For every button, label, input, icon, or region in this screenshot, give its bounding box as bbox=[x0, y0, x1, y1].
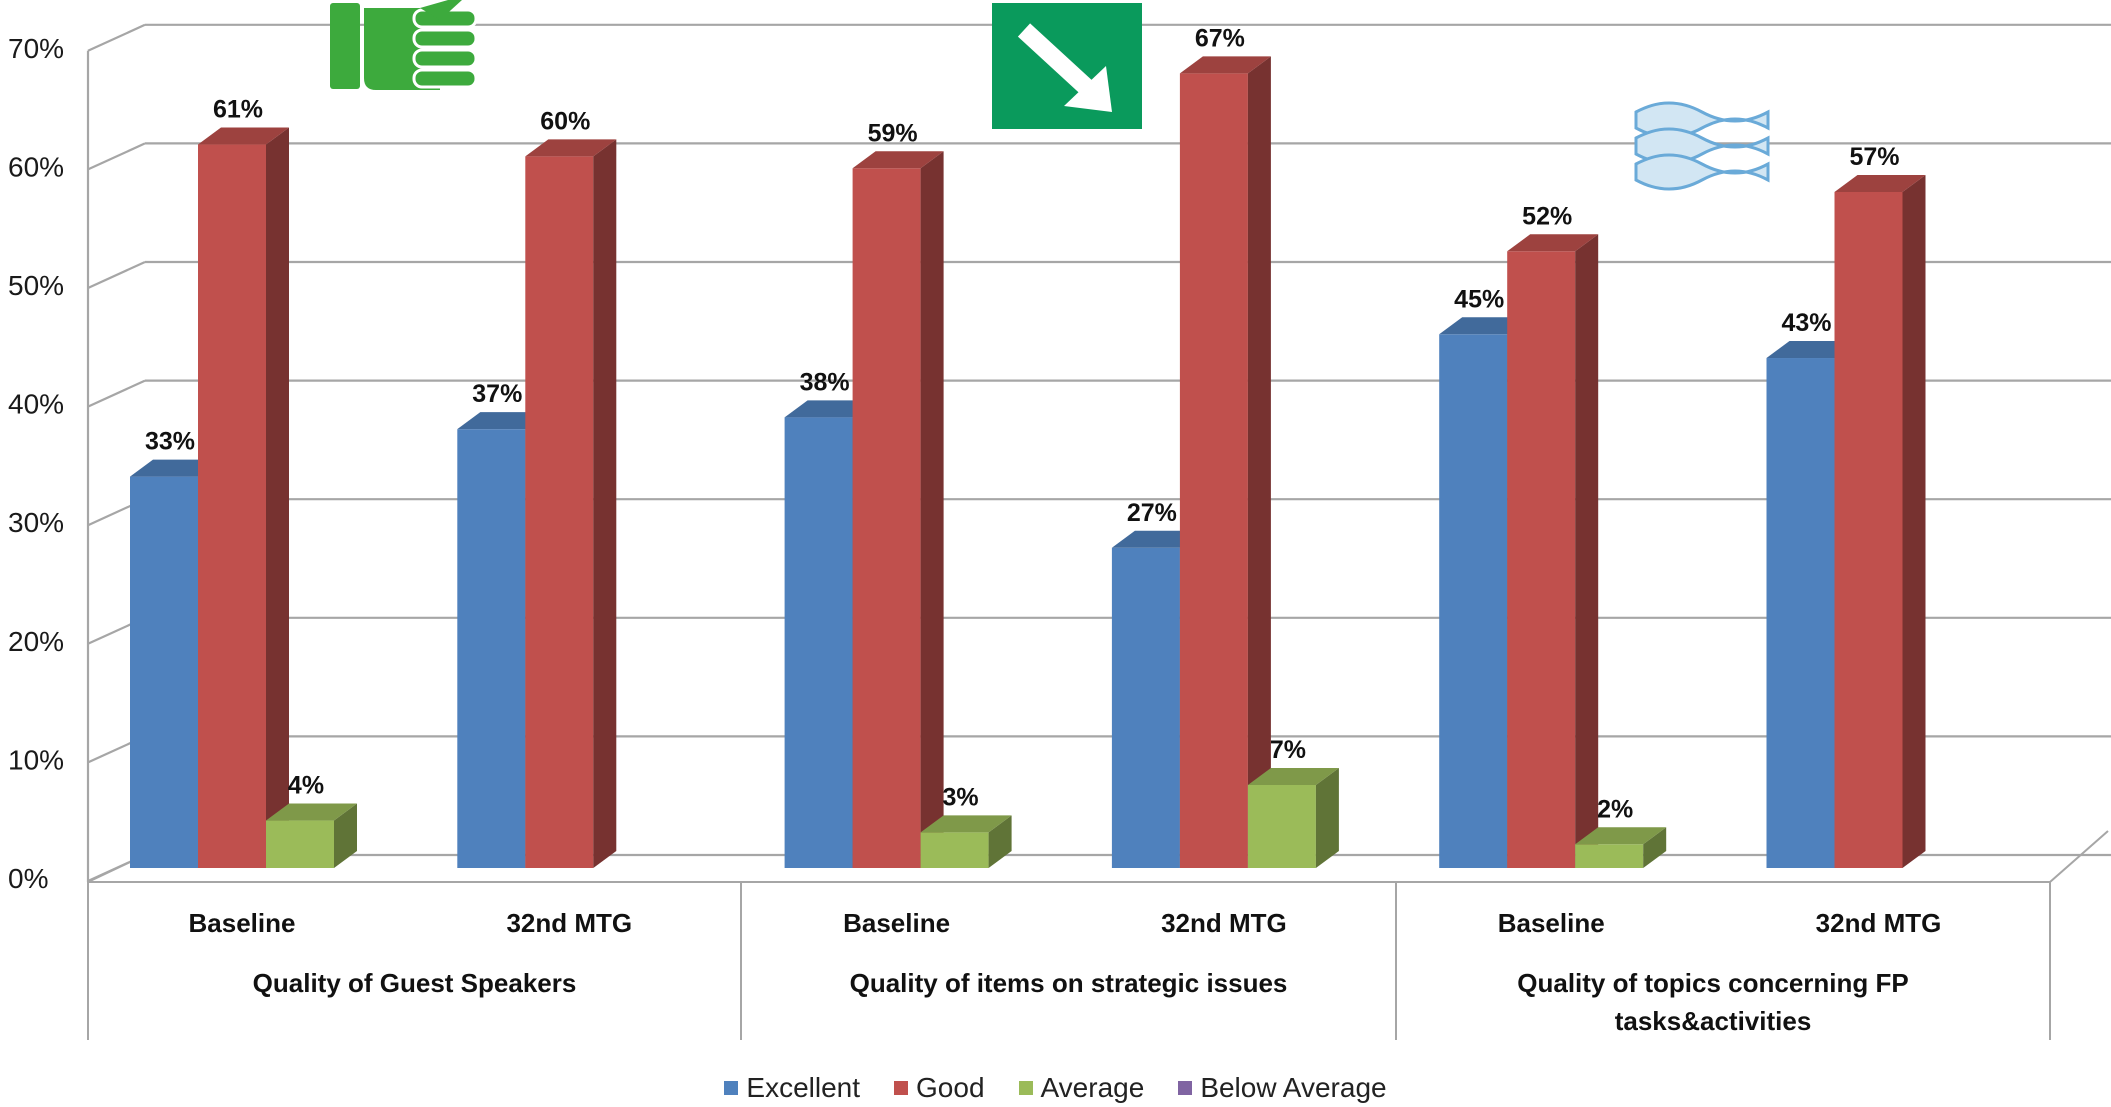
approximately-equal-icon bbox=[1634, 101, 1770, 191]
thumbs-up-icon bbox=[330, 0, 478, 90]
data-label: 33% bbox=[145, 428, 195, 456]
legend-label: Average bbox=[1040, 1072, 1145, 1103]
category-axis: Baseline 32nd MTG Baseline 32nd MTG Baseline… bbox=[87, 882, 2051, 1040]
legend-item: Excellent bbox=[724, 1072, 860, 1104]
gridline-side bbox=[87, 260, 146, 290]
bar-average bbox=[1575, 827, 1667, 868]
y-tick-label: 0% bbox=[8, 863, 48, 894]
y-axis-ticks: 0% 10% 20% 30% 40% 50% 60% 70% bbox=[8, 33, 64, 894]
legend-swatch bbox=[894, 1081, 909, 1095]
y-tick-label: 40% bbox=[8, 389, 64, 420]
category-label: 32nd MTG bbox=[1161, 908, 1287, 938]
data-label: 7% bbox=[1270, 736, 1306, 764]
legend-item: Average bbox=[1018, 1072, 1145, 1104]
legend-swatch bbox=[1018, 1081, 1033, 1095]
data-label: 60% bbox=[540, 107, 590, 135]
category-label: Baseline bbox=[189, 908, 296, 938]
group-label: Quality of topics concerning FP bbox=[1517, 968, 1909, 998]
group-label: Quality of Guest Speakers bbox=[253, 968, 577, 998]
group-label: tasks&activities bbox=[1615, 1006, 1812, 1036]
legend-label: Excellent bbox=[746, 1072, 861, 1103]
legend-item: Good bbox=[894, 1072, 985, 1104]
data-labels: 33% 61% 4% 37% 60% 38% 59% 3% 27% 67% 7% 45% 52% 2% 43… bbox=[145, 24, 1900, 823]
legend-label: Below Average bbox=[1200, 1072, 1387, 1103]
bar-good bbox=[1834, 174, 1926, 869]
bar-average bbox=[266, 803, 357, 868]
bar-average bbox=[920, 815, 1012, 868]
data-label: 3% bbox=[943, 783, 979, 811]
y-tick-label: 70% bbox=[8, 33, 64, 64]
bar-good bbox=[525, 139, 617, 868]
bar-good bbox=[1179, 56, 1271, 868]
gridline-side bbox=[87, 142, 146, 171]
bar-good bbox=[852, 151, 944, 868]
category-label: 32nd MTG bbox=[1816, 908, 1942, 938]
category-label: Baseline bbox=[1498, 908, 1605, 938]
y-tick-label: 10% bbox=[8, 744, 64, 775]
bars bbox=[130, 56, 1926, 869]
annotation-icons bbox=[330, 0, 1770, 191]
category-label: 32nd MTG bbox=[506, 908, 632, 938]
data-label: 4% bbox=[288, 772, 324, 800]
y-tick-label: 20% bbox=[8, 626, 64, 657]
legend-label: Good bbox=[916, 1072, 985, 1103]
y-tick-label: 30% bbox=[8, 507, 64, 538]
data-label: 38% bbox=[800, 368, 850, 396]
bar-average bbox=[1247, 767, 1339, 868]
data-label: 59% bbox=[868, 119, 918, 147]
legend-swatch bbox=[724, 1081, 739, 1095]
legend: Excellent Good Average Below Average bbox=[0, 1072, 2111, 1104]
data-label: 2% bbox=[1597, 795, 1633, 823]
bar-good bbox=[198, 127, 289, 869]
legend-item: Below Average bbox=[1178, 1072, 1387, 1104]
data-label: 61% bbox=[213, 96, 263, 124]
bar-good bbox=[1507, 234, 1599, 868]
data-label: 45% bbox=[1454, 285, 1504, 313]
group-label: Quality of items on strategic issues bbox=[850, 968, 1288, 998]
data-label: 57% bbox=[1849, 143, 1899, 171]
data-label: 27% bbox=[1127, 499, 1177, 527]
y-tick-label: 60% bbox=[8, 151, 64, 182]
data-label: 37% bbox=[472, 380, 522, 408]
category-label: Baseline bbox=[843, 908, 950, 938]
legend-swatch bbox=[1178, 1081, 1193, 1095]
data-label: 43% bbox=[1781, 309, 1831, 337]
gridline-side bbox=[87, 23, 146, 52]
y-tick-label: 50% bbox=[8, 270, 64, 301]
down-right-arrow-icon bbox=[992, 3, 1142, 129]
data-label: 67% bbox=[1195, 24, 1245, 52]
data-label: 52% bbox=[1522, 202, 1572, 230]
gridline-side bbox=[87, 379, 146, 408]
